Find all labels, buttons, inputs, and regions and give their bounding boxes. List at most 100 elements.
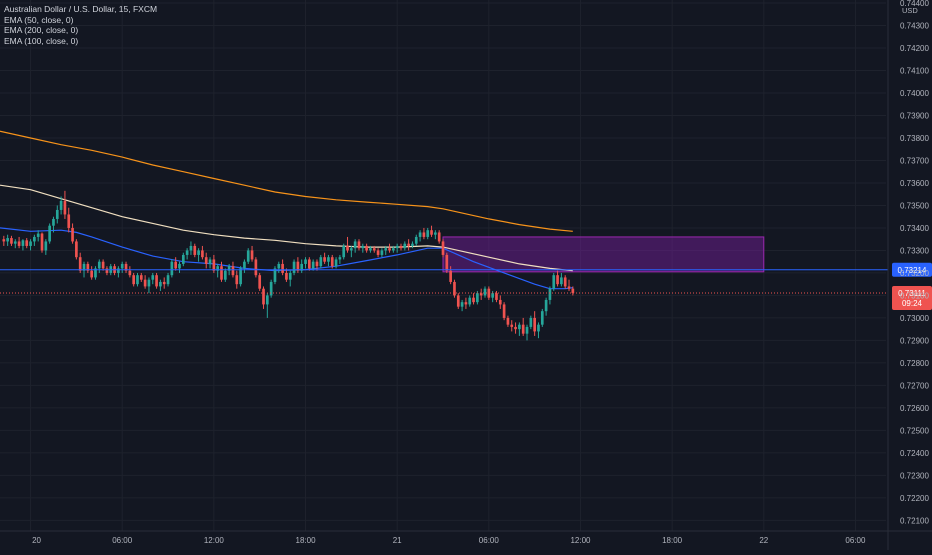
candle-body xyxy=(254,259,258,276)
candle xyxy=(392,245,395,253)
candle xyxy=(174,257,178,271)
candle-body xyxy=(338,257,342,260)
candle xyxy=(235,270,239,289)
candle-body xyxy=(453,281,456,296)
symbol-title[interactable]: Australian Dollar / U.S. Dollar, 15, FXC… xyxy=(4,4,158,14)
candle xyxy=(468,295,472,307)
candle-body xyxy=(548,288,552,300)
candle-body xyxy=(556,275,559,285)
candle-body xyxy=(25,240,29,246)
candle xyxy=(258,272,262,291)
candle-body xyxy=(323,257,326,262)
legend-ema200[interactable]: EMA (200, close, 0) xyxy=(4,25,79,35)
candles xyxy=(2,190,575,341)
candle-body xyxy=(258,275,262,289)
candle xyxy=(464,297,468,309)
candle-body xyxy=(220,266,223,280)
candle xyxy=(178,261,181,273)
candle xyxy=(40,232,44,253)
candle-body xyxy=(117,268,120,273)
time-tick-label: 06:00 xyxy=(479,536,500,545)
candle xyxy=(6,234,9,246)
price-tick-label: 0.73000 xyxy=(900,314,929,323)
candle xyxy=(262,286,265,309)
candle-body xyxy=(250,250,254,260)
candle xyxy=(571,286,575,296)
candle-body xyxy=(414,236,418,244)
candle-body xyxy=(277,263,281,269)
candle-body xyxy=(33,236,36,242)
candle-body xyxy=(155,275,158,287)
legend-ema50[interactable]: EMA (50, close, 0) xyxy=(4,14,74,25)
price-tick-label: 0.74300 xyxy=(900,21,929,30)
candle-body xyxy=(464,302,468,305)
candle-body xyxy=(13,241,17,244)
candle-body xyxy=(262,288,265,305)
supply-zone-rectangle[interactable] xyxy=(442,236,765,273)
candle-body xyxy=(537,324,540,332)
candle-body xyxy=(147,279,151,287)
candle-body xyxy=(353,241,357,249)
candle xyxy=(139,272,143,282)
price-tick-label: 0.72600 xyxy=(900,404,929,413)
candle-body xyxy=(86,263,90,271)
price-tick-label: 0.73600 xyxy=(900,179,929,188)
candle-body xyxy=(518,324,521,330)
candle xyxy=(63,190,67,219)
candle xyxy=(502,302,506,321)
candle xyxy=(453,279,456,298)
candle-body xyxy=(285,272,288,280)
ema-line xyxy=(0,130,573,232)
candle-body xyxy=(525,326,529,334)
candle xyxy=(281,259,284,276)
candle-body xyxy=(246,250,250,262)
candle xyxy=(414,234,418,246)
candle-body xyxy=(52,218,55,226)
candle xyxy=(29,239,32,251)
candle xyxy=(101,259,105,271)
candle xyxy=(357,239,361,251)
candle xyxy=(411,241,414,249)
candle xyxy=(277,261,281,273)
candle-body xyxy=(239,268,242,285)
candle xyxy=(189,241,193,255)
candle-body xyxy=(434,232,437,235)
candle xyxy=(449,266,452,285)
candle-body xyxy=(533,317,536,332)
candle-body xyxy=(498,299,502,305)
candle xyxy=(208,257,212,269)
candle xyxy=(197,248,200,262)
candle-body xyxy=(44,241,48,251)
candle-body xyxy=(120,263,124,269)
candle-body xyxy=(422,232,426,237)
candle-body xyxy=(185,250,189,255)
candle xyxy=(292,259,296,276)
candle-body xyxy=(502,304,506,318)
candle-body xyxy=(273,268,277,282)
candle-body xyxy=(426,230,430,237)
legend-ema100[interactable]: EMA (100, close, 0) xyxy=(4,35,79,46)
candle-body xyxy=(281,263,284,273)
candle xyxy=(254,257,258,278)
price-tick-label: 0.73100 xyxy=(900,291,929,300)
candle xyxy=(159,279,162,291)
candle xyxy=(181,252,185,267)
candle xyxy=(346,236,349,253)
candle xyxy=(216,263,220,278)
candle xyxy=(269,279,273,298)
candle-body xyxy=(315,261,319,267)
candle xyxy=(498,295,502,309)
price-tick-label: 0.72800 xyxy=(900,359,929,368)
grid xyxy=(0,0,886,531)
candle-body xyxy=(407,243,410,246)
candle-body xyxy=(346,245,349,251)
candle-body xyxy=(567,286,571,289)
candle xyxy=(273,266,277,285)
candle xyxy=(552,272,556,291)
candle xyxy=(430,225,433,237)
candle xyxy=(117,266,120,278)
candle-body xyxy=(2,239,6,242)
